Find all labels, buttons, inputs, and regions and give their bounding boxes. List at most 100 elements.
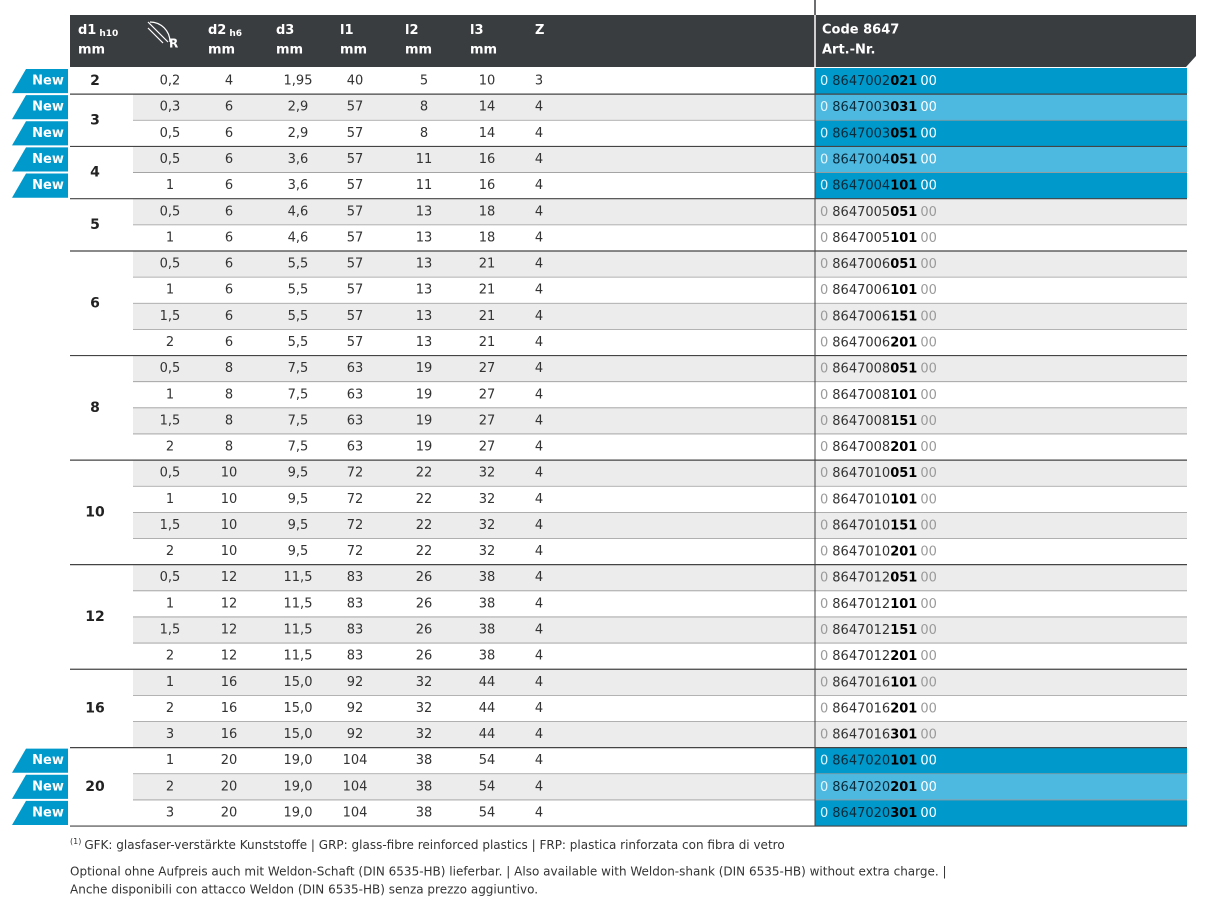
cell-value: 11 bbox=[416, 152, 433, 167]
article-suffix: 00 bbox=[920, 361, 937, 376]
article-suffix: 00 bbox=[920, 544, 937, 559]
cell-value: 2 bbox=[166, 779, 174, 794]
row-background bbox=[133, 355, 815, 382]
cell-value: 21 bbox=[479, 335, 496, 350]
article-number: 0 8647020301 00 bbox=[820, 805, 937, 820]
cell-value: 57 bbox=[347, 178, 364, 193]
article-number: 0 8647008101 00 bbox=[820, 387, 937, 402]
article-number: 0 8647006151 00 bbox=[820, 309, 937, 324]
header-unit: mm bbox=[78, 43, 105, 58]
code-cell bbox=[815, 721, 1187, 748]
cell-value: 26 bbox=[416, 649, 433, 664]
article-variant: 201 bbox=[890, 649, 917, 664]
cell-value: 92 bbox=[347, 701, 364, 716]
article-main: 8647008 bbox=[832, 361, 890, 376]
cell-value: 19 bbox=[416, 387, 433, 402]
cell-value: 104 bbox=[343, 779, 368, 794]
cell-value: 14 bbox=[479, 100, 496, 115]
cell-value: 1,5 bbox=[160, 623, 181, 638]
cell-value: 57 bbox=[347, 100, 364, 115]
article-suffix: 00 bbox=[920, 649, 937, 664]
cell-value: 20 bbox=[221, 753, 238, 768]
cell-value: 83 bbox=[347, 570, 364, 585]
code-cell bbox=[815, 120, 1187, 147]
article-prefix: 0 bbox=[820, 466, 828, 481]
article-variant: 201 bbox=[890, 335, 917, 350]
article-main: 8647003 bbox=[832, 100, 890, 115]
row-background bbox=[133, 303, 815, 330]
header-label-main: Z bbox=[535, 23, 544, 38]
article-number: 0 8647016301 00 bbox=[820, 727, 937, 742]
cell-value: 4 bbox=[535, 152, 543, 167]
article-number: 0 8647005051 00 bbox=[820, 204, 937, 219]
article-suffix: 00 bbox=[920, 753, 937, 768]
cell-value: 2 bbox=[166, 649, 174, 664]
article-variant: 301 bbox=[890, 805, 917, 820]
cell-value: 5,5 bbox=[288, 283, 309, 298]
header-label-main: d1 bbox=[78, 23, 96, 38]
cell-value: 0,5 bbox=[160, 466, 181, 481]
header-unit: mm bbox=[470, 43, 497, 58]
cell-value: 92 bbox=[347, 675, 364, 690]
cell-value: 11,5 bbox=[284, 570, 313, 585]
article-number: 0 8647008151 00 bbox=[820, 413, 937, 428]
cell-value: 57 bbox=[347, 204, 364, 219]
cell-value: 4 bbox=[535, 100, 543, 115]
cell-value: 104 bbox=[343, 753, 368, 768]
article-main: 8647006 bbox=[832, 309, 890, 324]
cell-value: 26 bbox=[416, 623, 433, 638]
cell-value: 0,5 bbox=[160, 152, 181, 167]
new-badge bbox=[12, 774, 68, 799]
article-variant: 051 bbox=[890, 204, 917, 219]
article-variant: 051 bbox=[890, 361, 917, 376]
cell-value: 20 bbox=[221, 805, 238, 820]
cell-value: 57 bbox=[347, 152, 364, 167]
article-number: 0 8647004051 00 bbox=[820, 152, 937, 167]
cell-value: 4 bbox=[535, 518, 543, 533]
cell-value: 22 bbox=[416, 518, 433, 533]
row-background bbox=[133, 773, 815, 800]
article-number: 0 8647003051 00 bbox=[820, 126, 937, 141]
header-label: l3 bbox=[470, 23, 484, 38]
cell-value: 7,5 bbox=[288, 440, 309, 455]
cell-value: 8 bbox=[225, 413, 233, 428]
cell-value: 38 bbox=[479, 596, 496, 611]
article-variant: 201 bbox=[890, 440, 917, 455]
cell-value: 38 bbox=[479, 570, 496, 585]
cell-value: 6 bbox=[225, 126, 233, 141]
group-diameter: 12 bbox=[85, 609, 104, 625]
article-main: 8647005 bbox=[832, 230, 890, 245]
new-badge-label: New bbox=[32, 805, 64, 820]
article-main: 8647005 bbox=[832, 204, 890, 219]
cell-value: 0,3 bbox=[160, 100, 181, 115]
article-variant: 021 bbox=[890, 74, 917, 89]
article-prefix: 0 bbox=[820, 518, 828, 533]
cell-value: 27 bbox=[479, 387, 496, 402]
cell-value: 8 bbox=[225, 440, 233, 455]
code-cell bbox=[815, 486, 1187, 513]
cell-value: 4 bbox=[535, 544, 543, 559]
code-cell bbox=[815, 590, 1187, 617]
new-badge-label: New bbox=[32, 126, 64, 141]
article-prefix: 0 bbox=[820, 596, 828, 611]
article-main: 8647016 bbox=[832, 727, 890, 742]
article-prefix: 0 bbox=[820, 283, 828, 298]
group-diameter: 6 bbox=[90, 295, 100, 311]
article-prefix: 0 bbox=[820, 570, 828, 585]
row-background bbox=[133, 669, 815, 696]
article-variant: 301 bbox=[890, 727, 917, 742]
article-number: 0 8647002021 00 bbox=[820, 74, 937, 89]
article-suffix: 00 bbox=[920, 675, 937, 690]
cell-value: 4 bbox=[535, 257, 543, 272]
cell-value: 13 bbox=[416, 230, 433, 245]
cell-value: 16 bbox=[479, 178, 496, 193]
row-background bbox=[133, 146, 815, 173]
new-badge-label: New bbox=[32, 100, 64, 115]
cell-value: 8 bbox=[225, 387, 233, 402]
cell-value: 72 bbox=[347, 492, 364, 507]
cell-value: 21 bbox=[479, 283, 496, 298]
header-label-main: d3 bbox=[276, 23, 294, 38]
header-background bbox=[70, 15, 1196, 67]
article-number: 0 8647004101 00 bbox=[820, 178, 937, 193]
cell-value: 19 bbox=[416, 440, 433, 455]
